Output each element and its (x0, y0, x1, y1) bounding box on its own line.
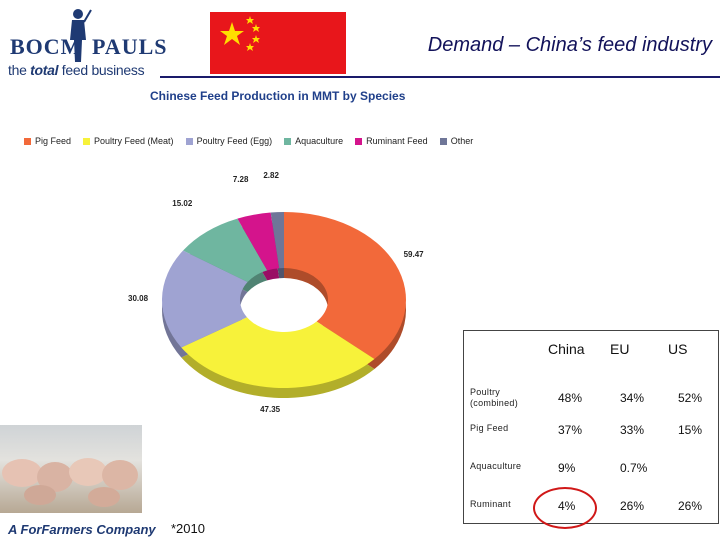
table-row-label: Ruminant (470, 499, 511, 510)
legend-item: Aquaculture (284, 136, 343, 146)
table-cell: 26% (678, 499, 703, 513)
legend-swatch (185, 137, 193, 145)
pigs-image-icon (2, 458, 138, 507)
slice-value-label: 30.08 (128, 293, 149, 303)
legend-item: Ruminant Feed (355, 136, 428, 146)
slice-value-label: 7.28 (232, 174, 249, 184)
pie-slice (161, 250, 248, 348)
legend-item: Poultry Feed (Egg) (185, 136, 273, 146)
table-cell: 48% (558, 391, 583, 405)
chart-legend: Pig Feed Poultry Feed (Meat) Poultry Feed … (24, 136, 473, 146)
pie-slice (237, 212, 280, 271)
china-flag (210, 12, 346, 74)
table-cell: 34% (620, 391, 645, 405)
table-cell: 52% (678, 391, 703, 405)
legend-swatch (439, 137, 447, 145)
legend-swatch (284, 137, 292, 145)
slice-value-label: 59.47 (403, 250, 424, 260)
legend-label: Poultry Feed (Egg) (196, 136, 273, 146)
pigs-photo (0, 425, 142, 513)
table-column-header: China (548, 341, 585, 357)
legend-label: Poultry Feed (Meat) (94, 136, 174, 146)
footnote: *2010 (171, 521, 205, 536)
table-row-label-line: Aquaculture (470, 461, 522, 471)
table-row-label: Poultry (combined) (470, 387, 518, 409)
flag-stars-icon (220, 16, 260, 51)
table-cell: 33% (620, 423, 645, 437)
legend-swatch (83, 137, 91, 145)
table-row-label: Aquaculture (470, 461, 521, 472)
table-cell: 37% (558, 423, 583, 437)
table-cell: 26% (620, 499, 645, 513)
table-cell: 0.7% (620, 461, 648, 475)
pie-slice (181, 317, 375, 388)
pie-slice (270, 212, 284, 269)
legend-swatch (355, 137, 363, 145)
highlight-circle (533, 487, 597, 529)
legend-swatch (24, 137, 31, 145)
table-row-label-line: (combined) (470, 398, 519, 408)
legend-label: Ruminant Feed (366, 136, 428, 146)
slice-value-label: 15.02 (172, 198, 193, 208)
legend-item: Other (439, 136, 474, 146)
species-share-table: China EU US Poultry (combined) 48% 34% 52% Pig F… (463, 330, 719, 524)
logo-tagline: the total feed business (8, 62, 145, 78)
legend-item: Pig Feed (24, 136, 71, 146)
table-cell: 9% (558, 461, 576, 475)
table-row-label-line: Pig Feed (470, 423, 509, 433)
title-divider (160, 76, 720, 78)
table-column-header: US (668, 341, 688, 357)
table-column-header: EU (610, 341, 630, 357)
legend-label: Aquaculture (295, 136, 344, 146)
logo-brand-left: BOCM (10, 34, 83, 59)
chart-title: Chinese Feed Production in MMT by Specie… (150, 89, 406, 103)
legend-item: Poultry Feed (Meat) (83, 136, 174, 146)
legend-label: Pig Feed (35, 136, 72, 146)
slice-value-label: 47.35 (260, 404, 281, 414)
footer-company: A ForFarmers Company (8, 522, 156, 537)
table-row-label-line: Poultry (470, 387, 501, 397)
bocm-pauls-logo: BOCM PAULS (6, 6, 167, 80)
farmer-figure-icon (70, 9, 92, 62)
table-row-label-line: Ruminant (470, 499, 511, 509)
pie-slice (183, 218, 268, 283)
pie-slice (284, 212, 407, 360)
table-cell: 15% (678, 423, 703, 437)
logo-brand-right: PAULS (92, 34, 168, 59)
slide-title: Demand – China’s feed industry (427, 34, 712, 56)
legend-label: Other (450, 136, 474, 146)
table-row-label: Pig Feed (470, 423, 508, 434)
slice-value-label: 2.82 (263, 171, 279, 181)
